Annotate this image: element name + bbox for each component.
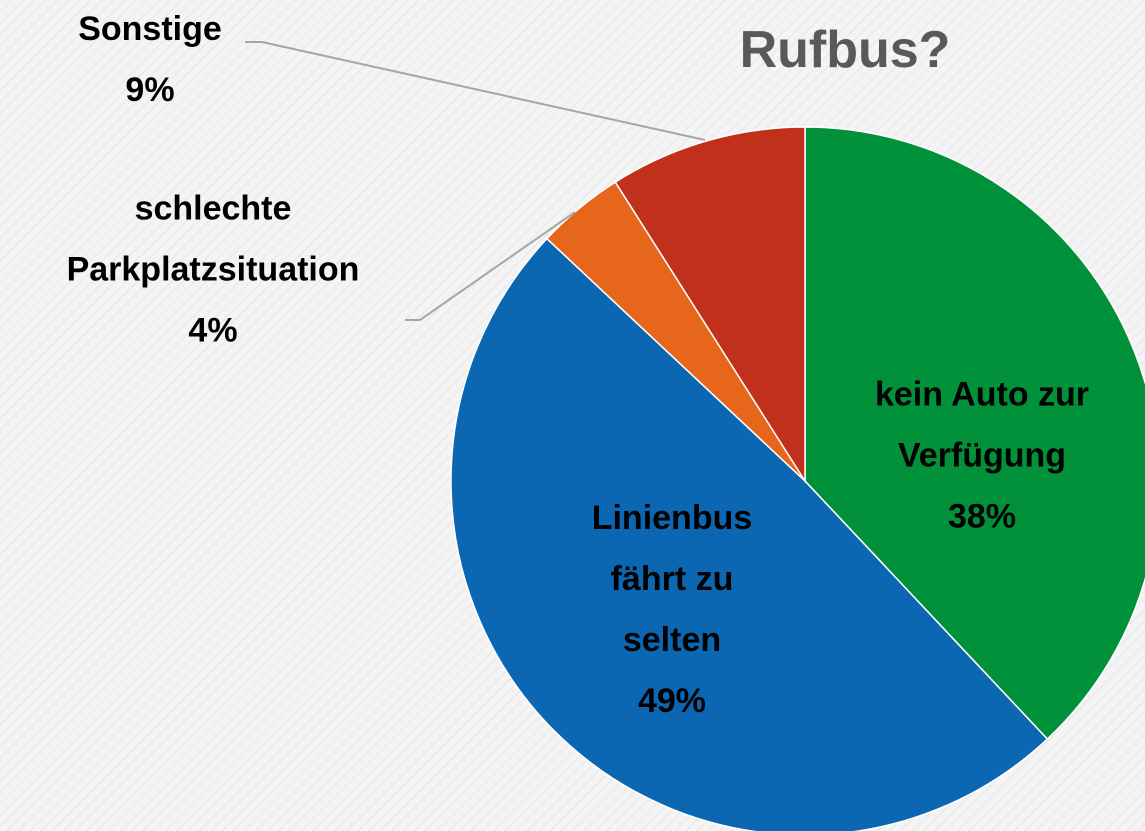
pie-slice bbox=[614, 126, 806, 484]
category-label: Linienbus fährt zu selten bbox=[591, 499, 753, 659]
category-label: Sonstige bbox=[78, 10, 222, 48]
pie bbox=[450, 126, 1145, 831]
value-label: 38% bbox=[947, 497, 1017, 536]
data-label: kein Auto zur Verfügung 38% bbox=[822, 365, 1142, 548]
data-label: schlechte Parkplatzsituation 4% bbox=[3, 179, 423, 362]
value-label: 49% bbox=[637, 682, 707, 720]
pie-slice bbox=[450, 237, 1049, 831]
data-label: Linienbus fährt zu selten 49% bbox=[572, 488, 772, 732]
leader-line bbox=[405, 211, 576, 321]
value-label: 9% bbox=[125, 71, 175, 109]
leader-line bbox=[245, 41, 706, 141]
value-label: 4% bbox=[188, 311, 238, 350]
category-label: schlechte Parkplatzsituation bbox=[66, 189, 360, 289]
category-label: kein Auto zur Verfügung bbox=[874, 375, 1090, 475]
chart-title: Rufbus? bbox=[739, 21, 951, 79]
pie-slice bbox=[804, 126, 1145, 741]
data-label: Sonstige 9% bbox=[40, 0, 260, 121]
